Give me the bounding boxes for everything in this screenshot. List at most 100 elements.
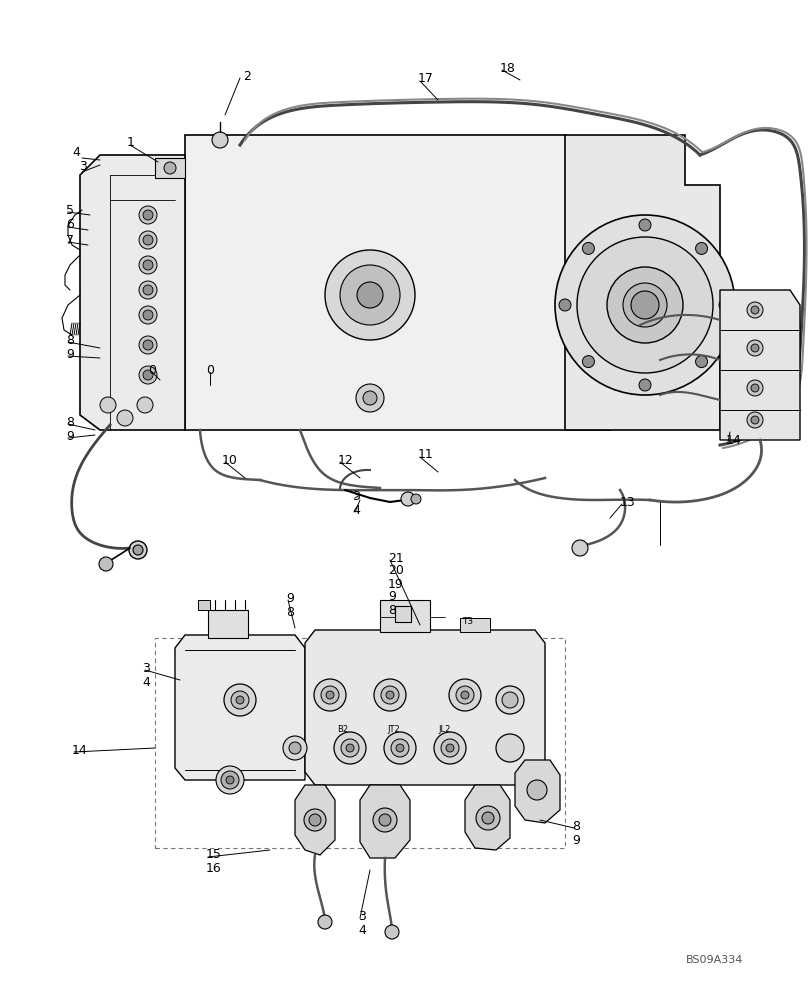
Circle shape xyxy=(231,691,249,709)
Circle shape xyxy=(623,283,667,327)
Circle shape xyxy=(747,380,763,396)
Text: 12: 12 xyxy=(338,454,354,466)
Circle shape xyxy=(143,210,153,220)
Circle shape xyxy=(143,285,153,295)
Circle shape xyxy=(117,410,133,426)
Circle shape xyxy=(139,281,157,299)
Circle shape xyxy=(496,734,524,762)
Text: 10: 10 xyxy=(222,454,238,466)
Circle shape xyxy=(334,732,366,764)
Circle shape xyxy=(321,686,339,704)
Text: 9: 9 xyxy=(286,591,294,604)
Text: 3: 3 xyxy=(358,910,366,922)
Text: 19: 19 xyxy=(388,578,404,590)
Polygon shape xyxy=(185,135,610,430)
Circle shape xyxy=(100,397,116,413)
Circle shape xyxy=(164,162,176,174)
Text: 11: 11 xyxy=(418,448,434,462)
Circle shape xyxy=(572,540,588,556)
Circle shape xyxy=(639,379,651,391)
Polygon shape xyxy=(295,785,335,855)
Text: 9: 9 xyxy=(388,590,396,603)
Circle shape xyxy=(381,686,399,704)
Polygon shape xyxy=(465,785,510,850)
Text: 5: 5 xyxy=(66,204,74,217)
Bar xyxy=(198,600,210,610)
Circle shape xyxy=(139,366,157,384)
Text: BS09A334: BS09A334 xyxy=(686,955,743,965)
Circle shape xyxy=(385,925,399,939)
Circle shape xyxy=(326,691,334,699)
Polygon shape xyxy=(460,618,490,632)
Text: 17: 17 xyxy=(418,73,434,86)
Circle shape xyxy=(143,310,153,320)
Circle shape xyxy=(751,344,759,352)
Circle shape xyxy=(747,412,763,428)
Circle shape xyxy=(751,306,759,314)
Bar xyxy=(395,606,411,622)
Text: 3: 3 xyxy=(79,160,87,174)
Text: JT2: JT2 xyxy=(387,726,400,734)
Polygon shape xyxy=(565,135,720,430)
Circle shape xyxy=(555,215,735,395)
Circle shape xyxy=(224,684,256,716)
Circle shape xyxy=(446,744,454,752)
Text: 21: 21 xyxy=(388,552,404,564)
Circle shape xyxy=(496,686,524,714)
Circle shape xyxy=(221,771,239,789)
Circle shape xyxy=(482,812,494,824)
Text: 8: 8 xyxy=(66,416,74,428)
Text: 8: 8 xyxy=(388,603,396,616)
Circle shape xyxy=(226,776,234,784)
Text: 14: 14 xyxy=(726,434,742,446)
Circle shape xyxy=(411,494,421,504)
Text: 4: 4 xyxy=(352,504,360,516)
Circle shape xyxy=(384,732,416,764)
Circle shape xyxy=(340,265,400,325)
Text: 7: 7 xyxy=(66,233,74,246)
Circle shape xyxy=(139,306,157,324)
Polygon shape xyxy=(380,600,430,632)
Circle shape xyxy=(129,541,147,559)
Text: 4: 4 xyxy=(142,676,149,688)
Circle shape xyxy=(696,242,708,254)
Polygon shape xyxy=(720,290,800,440)
Circle shape xyxy=(583,242,595,254)
Text: 18: 18 xyxy=(500,62,516,75)
Text: 0: 0 xyxy=(206,363,214,376)
Text: 9: 9 xyxy=(66,430,74,442)
Circle shape xyxy=(434,732,466,764)
Polygon shape xyxy=(360,785,410,858)
Polygon shape xyxy=(80,155,185,430)
Circle shape xyxy=(143,340,153,350)
Polygon shape xyxy=(155,158,185,178)
Text: 3: 3 xyxy=(142,662,149,674)
Circle shape xyxy=(139,231,157,249)
Text: 0: 0 xyxy=(148,363,156,376)
Circle shape xyxy=(441,739,459,757)
Text: 8: 8 xyxy=(66,334,74,347)
Circle shape xyxy=(373,808,397,832)
Circle shape xyxy=(751,416,759,424)
Text: 8: 8 xyxy=(286,605,294,618)
Circle shape xyxy=(391,739,409,757)
Text: 3: 3 xyxy=(352,489,360,502)
Text: 14: 14 xyxy=(72,744,88,756)
Circle shape xyxy=(502,692,518,708)
Circle shape xyxy=(139,206,157,224)
Circle shape xyxy=(99,557,113,571)
Circle shape xyxy=(139,336,157,354)
Text: 20: 20 xyxy=(388,564,404,578)
Polygon shape xyxy=(175,635,305,780)
Circle shape xyxy=(212,132,228,148)
Circle shape xyxy=(559,299,571,311)
Circle shape xyxy=(139,256,157,274)
Circle shape xyxy=(527,780,547,800)
Text: 16: 16 xyxy=(206,862,221,876)
Circle shape xyxy=(341,739,359,757)
Circle shape xyxy=(283,736,307,760)
Circle shape xyxy=(137,397,153,413)
Polygon shape xyxy=(515,760,560,823)
Text: 1: 1 xyxy=(127,136,135,149)
Circle shape xyxy=(304,809,326,831)
